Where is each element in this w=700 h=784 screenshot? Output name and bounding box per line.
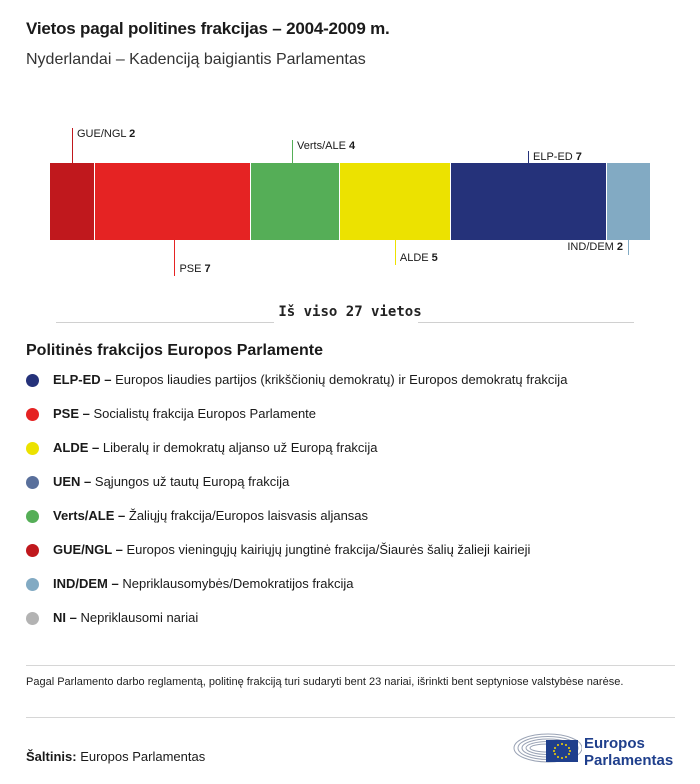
bar-label-name: Verts/ALE <box>297 140 349 152</box>
legend-item-abbr: IND/DEM – <box>53 576 123 591</box>
divider <box>26 665 675 666</box>
bar-label-alde: ALDE 5 <box>400 252 438 264</box>
label-leader-gue-ngl <box>72 128 73 163</box>
legend-item-description: Nepriklausomi nariai <box>80 610 199 625</box>
bar-label-value: 7 <box>575 151 582 163</box>
label-leader-verts-ale <box>292 140 293 163</box>
bar-label-pse: PSE 7 <box>179 263 210 275</box>
bar-label-verts-ale: Verts/ALE 4 <box>297 140 355 152</box>
legend-item-abbr: Verts/ALE – <box>53 508 129 523</box>
legend-dot-icon <box>26 442 39 455</box>
legend-item-ni: NI – Nepriklausomi nariai <box>26 609 676 643</box>
legend-item-description: Europos vieningųjų kairiųjų jungtinė fra… <box>126 542 531 557</box>
legend-item-description: Europos liaudies partijos (krikščionių d… <box>115 372 568 387</box>
bar-segment-ind-dem <box>605 163 650 240</box>
bar-label-name: PSE <box>179 263 205 275</box>
bar-label-value: 4 <box>348 140 356 152</box>
legend-item-alde: ALDE – Liberalų ir demokratų aljanso už … <box>26 439 676 473</box>
bar-label-elp-ed: ELP-ED 7 <box>533 151 582 163</box>
source-value: Europos Parlamentas <box>80 749 206 764</box>
legend-item-abbr: NI – <box>53 610 81 625</box>
total-divider-right <box>418 322 634 323</box>
bar-label-name: ELP-ED <box>533 151 576 163</box>
legend-dot-icon <box>26 612 39 625</box>
legend-item-description: Sąjungos už tautų Europą frakcija <box>94 474 290 489</box>
bar-label-gue-ngl: GUE/NGL 2 <box>77 128 135 140</box>
label-leader-elp-ed <box>528 151 529 163</box>
legend-item-abbr: ALDE – <box>53 440 103 455</box>
legend-item-text: PSE – Socialistų frakcija Europos Parlam… <box>53 405 316 423</box>
legend-item-abbr: UEN – <box>53 474 95 489</box>
legend-item-ind-dem: IND/DEM – Nepriklausomybės/Demokratijos … <box>26 575 676 609</box>
total-seats-label: Iš viso 27 vietos <box>278 304 422 320</box>
footnote: Pagal Parlamento darbo reglamentą, polit… <box>26 676 624 688</box>
legend-item-abbr: ELP-ED – <box>53 372 116 387</box>
chart-subtitle: Nyderlandai – Kadenciją baigiantis Parla… <box>26 51 366 68</box>
legend-item-text: ALDE – Liberalų ir demokratų aljanso už … <box>53 439 377 457</box>
bar-segment-elp-ed <box>450 163 606 240</box>
bar-label-value: 5 <box>431 252 438 264</box>
bar-label-name: ALDE <box>399 252 432 264</box>
divider <box>26 717 675 718</box>
legend-dot-icon <box>26 544 39 557</box>
legend-item-description: Socialistų frakcija Europos Parlamente <box>93 406 317 421</box>
source: Šaltinis: Europos Parlamentas <box>26 749 205 764</box>
label-leader-pse <box>174 240 176 276</box>
european-parliament-hemicycle-icon <box>513 733 583 763</box>
bar-segment-pse <box>94 163 250 240</box>
bar-segment-gue-ngl <box>50 163 95 240</box>
label-leader-ind-dem <box>628 240 629 255</box>
legend-item-text: GUE/NGL – Europos vieningųjų kairiųjų ju… <box>53 541 530 559</box>
legend: ELP-ED – Europos liaudies partijos (krik… <box>26 371 676 643</box>
logo-line2: Parlamentas <box>584 752 674 769</box>
legend-item-elp-ed: ELP-ED – Europos liaudies partijos (krik… <box>26 371 676 405</box>
legend-item-abbr: GUE/NGL – <box>53 542 127 557</box>
source-label: Šaltinis: <box>26 749 77 764</box>
legend-item-text: IND/DEM – Nepriklausomybės/Demokratijos … <box>53 575 354 593</box>
legend-item-verts-ale: Verts/ALE – Žaliųjų frakcija/Europos lai… <box>26 507 676 541</box>
legend-dot-icon <box>26 408 39 421</box>
legend-item-text: UEN – Sąjungos už tautų Europą frakcija <box>53 473 289 491</box>
european-parliament-logo: Europos Parlamentas <box>512 726 682 774</box>
bar-segment-alde <box>338 163 450 240</box>
bar-label-value: 2 <box>616 241 623 253</box>
legend-item-gue-ngl: GUE/NGL – Europos vieningųjų kairiųjų ju… <box>26 541 676 575</box>
legend-dot-icon <box>26 476 39 489</box>
legend-dot-icon <box>26 510 39 523</box>
bar-label-value: 2 <box>129 128 136 140</box>
label-leader-alde <box>394 240 396 265</box>
legend-item-uen: UEN – Sąjungos už tautų Europą frakcija <box>26 473 676 507</box>
legend-item-text: Verts/ALE – Žaliųjų frakcija/Europos lai… <box>53 507 368 525</box>
logo-line1: Europos <box>584 735 645 752</box>
legend-title: Politinės frakcijos Europos Parlamente <box>26 342 323 359</box>
legend-dot-icon <box>26 374 39 387</box>
logo-text: Europos Parlamentas <box>584 735 673 769</box>
legend-item-description: Liberalų ir demokratų aljanso už Europą … <box>102 440 378 455</box>
chart-title: Vietos pagal politines frakcijas – 2004-… <box>26 19 390 38</box>
legend-item-description: Žaliųjų frakcija/Europos laisvasis aljan… <box>128 508 369 523</box>
bar-label-value: 7 <box>204 263 211 275</box>
bar-segment-verts-ale <box>250 163 339 240</box>
legend-item-abbr: PSE – <box>53 406 94 421</box>
bar-label-name: IND/DEM <box>567 241 617 253</box>
legend-item-text: NI – Nepriklausomi nariai <box>53 609 198 627</box>
bar-label-name: GUE/NGL <box>77 128 130 140</box>
legend-dot-icon <box>26 578 39 591</box>
stacked-bar <box>50 163 650 240</box>
legend-item-text: ELP-ED – Europos liaudies partijos (krik… <box>53 371 567 389</box>
legend-item-description: Nepriklausomybės/Demokratijos frakcija <box>122 576 354 591</box>
total-divider-left <box>56 322 274 323</box>
bar-label-ind-dem: IND/DEM 2 <box>567 241 623 253</box>
legend-item-pse: PSE – Socialistų frakcija Europos Parlam… <box>26 405 676 439</box>
